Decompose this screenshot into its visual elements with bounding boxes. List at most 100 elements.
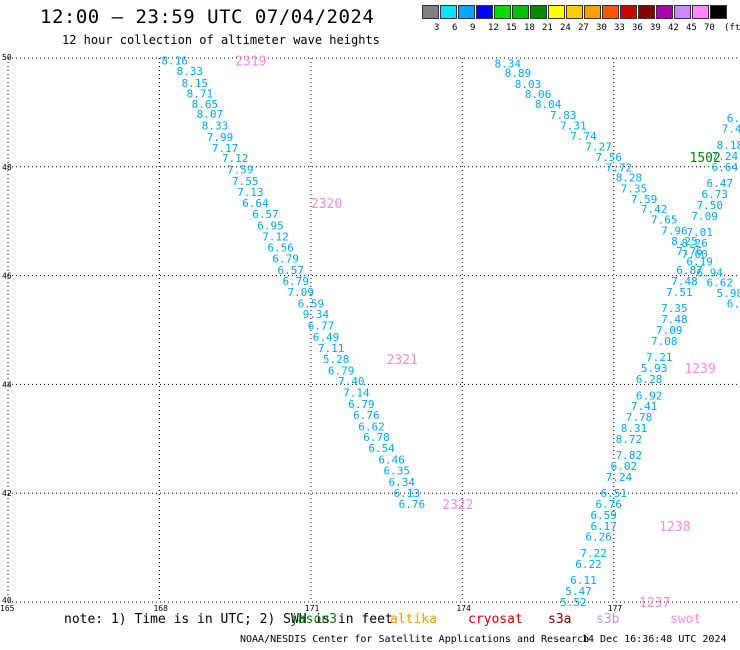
lat-label: 46	[2, 272, 12, 281]
wave-height-value: 8.33	[176, 65, 203, 78]
legend-swatch	[548, 5, 565, 19]
wave-height-value: 6.94	[696, 266, 723, 279]
wave-height-value: 7.83	[550, 109, 577, 122]
wave-height-value: 8.72	[616, 433, 643, 446]
wave-height-value: 7.48	[671, 275, 698, 288]
wave-height-value: 6.78	[363, 431, 390, 444]
wave-height-value: 7.08	[651, 335, 678, 348]
lon-label: 171	[305, 604, 320, 613]
legend-value: 42	[668, 23, 679, 33]
wave-height-value: 7.24	[606, 471, 633, 484]
wave-height-value: 7.09	[288, 286, 315, 299]
wave-height-value: 6.34	[389, 476, 416, 489]
legend-swatch	[638, 5, 655, 19]
wave-height-value: 6.76	[595, 498, 622, 511]
legend-swatch	[674, 5, 691, 19]
wave-height-value: 5.47	[565, 585, 592, 598]
wave-height-value: 6.17	[590, 520, 617, 533]
pass-time-label: 2319	[235, 55, 266, 70]
legend-swatch	[458, 5, 475, 19]
legend-value: 30	[596, 23, 607, 33]
legend-value: 15	[506, 23, 517, 33]
wave-height-value: 6.76	[399, 498, 426, 511]
wave-height-value: 6.64	[712, 161, 739, 174]
wave-height-value: 6.77	[308, 320, 335, 333]
wave-height-value: 8.15	[182, 77, 209, 90]
wave-height-value: 5.93	[641, 362, 668, 375]
lon-label: 174	[456, 604, 471, 613]
satellite-altika: altika	[390, 612, 437, 627]
wave-height-value: 6.62	[707, 277, 734, 290]
lon-label: 177	[608, 604, 623, 613]
wave-height-value: 6.59	[298, 297, 325, 310]
lat-label: 44	[2, 380, 12, 389]
wave-height-value: 6.64	[242, 197, 269, 210]
wave-height-value: 8.89	[505, 67, 532, 80]
wave-height-value: 7.65	[651, 214, 678, 227]
legend-swatch	[440, 5, 457, 19]
legend-value: 39	[650, 23, 661, 33]
wave-height-value: 8.65	[192, 98, 219, 111]
wave-height-value: 6.92	[636, 389, 663, 402]
satellite-s3b: s3b	[596, 612, 620, 627]
legend-value: 45	[686, 23, 697, 33]
wave-height-value: 7.47	[722, 123, 740, 136]
wave-height-value: 7.74	[570, 130, 597, 143]
legend-value: 70	[704, 23, 715, 33]
wave-height-value: 7.56	[595, 151, 622, 164]
wave-height-value: 8.28	[616, 172, 643, 185]
lon-label: 168	[153, 604, 168, 613]
satellite-s3a: s3a	[548, 612, 572, 627]
legend-value: 36	[632, 23, 643, 33]
legend-value: 21	[542, 23, 553, 33]
wave-height-value: 6.49	[313, 331, 340, 344]
wave-height-value: 7.55	[232, 175, 259, 188]
wave-height-value: 7.60	[681, 248, 708, 261]
wave-height-value: 6.13	[394, 487, 421, 500]
legend-value: 24	[560, 23, 571, 33]
wave-height-value: 7.12	[222, 152, 249, 165]
wave-height-value: 7.50	[696, 199, 723, 212]
wave-height-value: 6.79	[272, 253, 299, 266]
wave-height-value: 8.18	[717, 139, 740, 152]
wave-height-value: 6.84	[727, 297, 740, 310]
wave-height-value: 7.22	[580, 547, 607, 560]
wave-height-value: 7.21	[646, 351, 673, 364]
pass-time-label: 1237	[639, 596, 670, 611]
wave-height-value: 7.59	[631, 193, 658, 206]
wave-height-value: 7.51	[666, 286, 693, 299]
wave-height-value: 8.31	[621, 422, 648, 435]
wave-height-value: 7.59	[227, 164, 254, 177]
wave-height-value: 8.71	[187, 87, 214, 100]
note-text: note: 1) Time is in UTC; 2) SWH is in fe…	[64, 612, 393, 627]
wave-height-value: 6.28	[636, 373, 663, 386]
legend-swatch	[710, 5, 727, 19]
wave-height-value: 6.59	[590, 509, 617, 522]
wave-height-value: 7.35	[621, 183, 648, 196]
wave-height-value: 7.09	[691, 210, 718, 223]
wave-height-value: 7.35	[661, 302, 688, 315]
timestamp: 14 Dec 16:36:48 UTC 2024	[582, 634, 727, 645]
legend-swatch	[476, 5, 493, 19]
pass-time-labels: 2319 2320 2321 2322 1502 1239 1238 1237	[235, 55, 721, 611]
wave-height-value: 6.79	[328, 364, 355, 377]
wave-height-value: 6.87	[676, 264, 703, 277]
wave-height-value: 7.31	[560, 119, 587, 132]
wave-height-value: 7.82	[616, 449, 643, 462]
page-subtitle: 12 hour collection of altimeter wave hei…	[62, 33, 380, 47]
credit-text: NOAA/NESDIS Center for Satellite Applica…	[240, 634, 590, 645]
pass-time-label: 2320	[311, 197, 342, 212]
wave-height-value: 6.95	[257, 220, 284, 233]
legend-unit: (ft)	[724, 23, 740, 33]
wave-height-value: 6.46	[378, 453, 405, 466]
satellite-jason3: jason3	[290, 612, 337, 627]
legend-value: 9	[470, 23, 476, 33]
wave-height-value: 6.22	[575, 558, 602, 571]
legend-value: 12	[488, 23, 499, 33]
wave-height-value: 7.40	[338, 375, 365, 388]
wave-height-value: 7.24	[712, 150, 739, 163]
wave-height-value: 7.11	[318, 342, 345, 355]
wave-height-value: 7.12	[262, 230, 289, 243]
